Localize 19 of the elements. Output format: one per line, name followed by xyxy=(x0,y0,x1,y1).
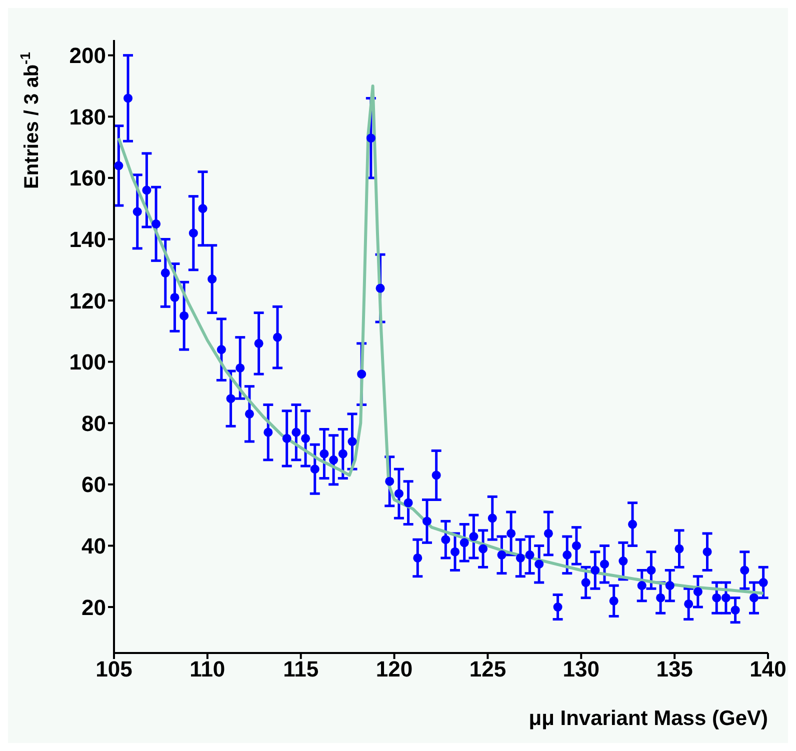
x-tick-label: 130 xyxy=(562,656,600,682)
x-tick-label: 105 xyxy=(96,656,132,682)
y-tick-label: 20 xyxy=(82,594,106,620)
y-tick-label: 160 xyxy=(69,166,106,191)
x-tick-label: 110 xyxy=(190,656,226,682)
y-tick-label: 120 xyxy=(69,288,106,314)
x-tick-label: 135 xyxy=(656,656,693,682)
y-tick-label: 140 xyxy=(69,227,106,252)
y-tick-label: 40 xyxy=(82,534,106,559)
x-tick-label: 120 xyxy=(376,656,413,682)
x-tick-label: 140 xyxy=(750,656,786,682)
y-tick-label: 100 xyxy=(69,350,106,375)
y-tick-label: 60 xyxy=(82,472,106,498)
x-axis-title: μμ Invariant Mass (GeV) xyxy=(528,707,768,730)
y-tick-label: 80 xyxy=(82,410,106,436)
y-tick-label: 180 xyxy=(69,104,106,130)
x-tick-label: 125 xyxy=(469,656,506,682)
x-tick-label: 115 xyxy=(283,656,319,682)
y-tick-label: 200 xyxy=(69,43,106,68)
